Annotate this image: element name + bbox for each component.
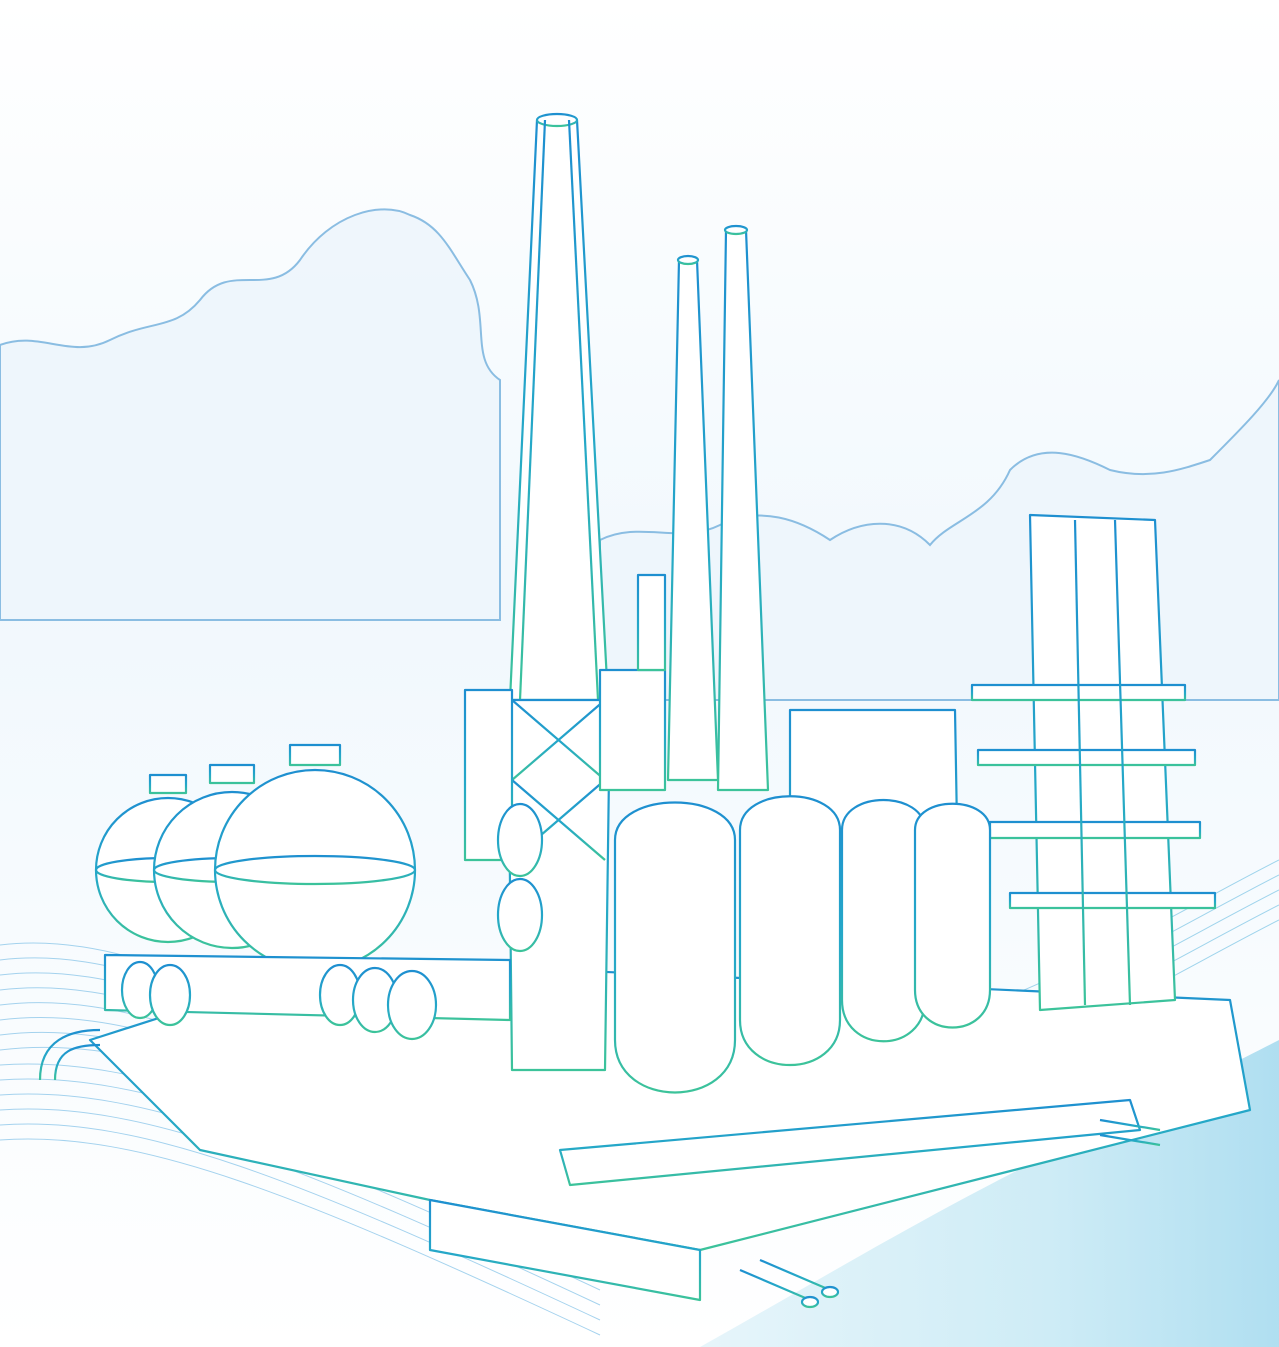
vertical-tank bbox=[738, 795, 842, 1160]
background-tower bbox=[636, 573, 667, 672]
horizontal-tank-row bbox=[103, 953, 512, 1041]
vessel-head bbox=[496, 877, 544, 953]
background-building bbox=[598, 668, 667, 792]
chimney-right bbox=[716, 224, 770, 792]
base-slab bbox=[558, 1098, 1142, 1187]
vessel-head bbox=[496, 802, 544, 878]
plant-structure bbox=[38, 15, 1252, 1309]
smokestack bbox=[506, 15, 612, 1072]
pipes bbox=[38, 1028, 1161, 1309]
base-platform-front bbox=[428, 1198, 702, 1302]
distillation-tower bbox=[970, 418, 1217, 1012]
vertical-tank bbox=[913, 802, 992, 1140]
